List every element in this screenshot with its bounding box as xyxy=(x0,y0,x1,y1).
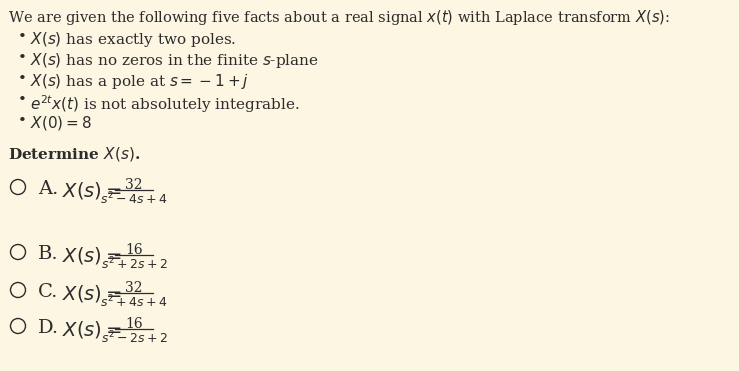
Text: C.: C. xyxy=(38,283,58,301)
Text: Determine $X(s)$.: Determine $X(s)$. xyxy=(8,145,140,163)
Text: D.: D. xyxy=(38,319,59,337)
Text: A.: A. xyxy=(38,180,58,198)
Text: $X(s) =$: $X(s) =$ xyxy=(62,180,122,201)
Text: $e^{2t}x(t)$ is not absolutely integrable.: $e^{2t}x(t)$ is not absolutely integrabl… xyxy=(30,93,300,115)
Text: •: • xyxy=(18,114,27,128)
Text: 16: 16 xyxy=(125,243,143,257)
Text: •: • xyxy=(18,72,27,86)
Text: 32: 32 xyxy=(125,178,143,192)
Text: $X(s)$ has no zeros in the finite $s$-plane: $X(s)$ has no zeros in the finite $s$-pl… xyxy=(30,51,319,70)
Text: •: • xyxy=(18,51,27,65)
Text: •: • xyxy=(18,30,27,44)
Text: $s^2-2s+2$: $s^2-2s+2$ xyxy=(101,330,168,347)
Text: 16: 16 xyxy=(125,317,143,331)
Text: B.: B. xyxy=(38,245,58,263)
Text: •: • xyxy=(18,93,27,107)
Text: $s^2+2s+2$: $s^2+2s+2$ xyxy=(101,256,168,273)
Text: $X(s) =$: $X(s) =$ xyxy=(62,319,122,340)
Text: We are given the following five facts about a real signal $x(t)$ with Laplace tr: We are given the following five facts ab… xyxy=(8,8,670,27)
Text: $X(s)$ has exactly two poles.: $X(s)$ has exactly two poles. xyxy=(30,30,236,49)
Text: $s^2-4s+4$: $s^2-4s+4$ xyxy=(101,191,168,208)
Text: $X(s) =$: $X(s) =$ xyxy=(62,283,122,304)
Text: $X(0) = 8$: $X(0) = 8$ xyxy=(30,114,92,132)
Text: 32: 32 xyxy=(125,281,143,295)
Text: $X(s) =$: $X(s) =$ xyxy=(62,245,122,266)
Text: $X(s)$ has a pole at $s = -1 + j$: $X(s)$ has a pole at $s = -1 + j$ xyxy=(30,72,249,91)
Text: $s^2+4s+4$: $s^2+4s+4$ xyxy=(101,294,168,311)
